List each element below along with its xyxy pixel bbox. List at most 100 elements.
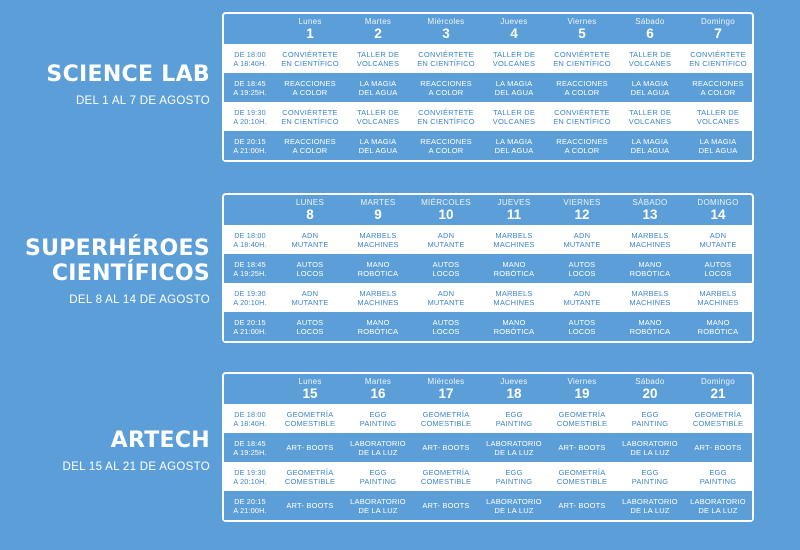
activity-cell: LABORATORIO DE LA LUZ <box>344 491 412 520</box>
corner-cell <box>224 195 276 225</box>
time-slot: DE 18:00 A 18:40H. <box>224 225 276 254</box>
corner-cell <box>224 374 276 404</box>
activity-cell: LA MAGIA DEL AGUA <box>480 73 548 102</box>
schedule-row: DE 20:15 A 21:00H. AUTOS LOCOS MANO ROBÓ… <box>224 312 752 341</box>
section-dates: DEL 15 AL 21 DE AGOSTO <box>62 461 210 473</box>
day-name: Jueves <box>500 17 528 26</box>
section-heading: SUPERHÉROES CIENTÍFICOS DEL 8 AL 14 DE A… <box>0 236 210 306</box>
corner-cell <box>224 14 276 44</box>
day-header: Sábado 20 <box>616 374 684 404</box>
activity-cell: MARBELS MACHINES <box>616 225 684 254</box>
day-date: 6 <box>646 26 654 41</box>
day-date: 4 <box>510 26 518 41</box>
section-title: SCIENCE LAB <box>46 62 210 87</box>
activity-cell: MANO ROBÓTICA <box>480 312 548 341</box>
activity-cell: GEOMETRÍA COMESTIBLE <box>548 462 616 491</box>
activity-cell: ART- BOOTS <box>412 491 480 520</box>
day-header: MARTES 9 <box>344 195 412 225</box>
activity-cell: MANO ROBÓTICA <box>344 312 412 341</box>
activity-cell: LA MAGIA DEL AGUA <box>684 131 752 160</box>
schedule-table: Lunes 15 Martes 16 Miércoles 17 Jueves 18 Vi… <box>222 372 754 522</box>
day-name: LUNES <box>295 198 325 207</box>
activity-cell: ADN MUTANTE <box>412 283 480 312</box>
day-header: Lunes 1 <box>276 14 344 44</box>
day-header: Miércoles 17 <box>412 374 480 404</box>
day-date: 7 <box>714 26 722 41</box>
day-header-row: Lunes 15 Martes 16 Miércoles 17 Jueves 18 Vi… <box>224 374 752 404</box>
activity-cell: MARBELS MACHINES <box>344 283 412 312</box>
activity-cell: GEOMETRÍA COMESTIBLE <box>276 462 344 491</box>
activity-cell: ADN MUTANTE <box>548 283 616 312</box>
day-date: 1 <box>306 26 314 41</box>
activity-cell: AUTOS LOCOS <box>684 254 752 283</box>
day-date: 13 <box>642 207 658 222</box>
activity-cell: REACCIONES A COLOR <box>684 73 752 102</box>
day-name: MARTES <box>360 198 396 207</box>
schedule-row: DE 20:15 A 21:00H. REACCIONES A COLOR LA… <box>224 131 752 160</box>
activity-cell: LABORATORIO DE LA LUZ <box>684 491 752 520</box>
day-header-row: Lunes 1 Martes 2 Miércoles 3 Jueves 4 Vierne… <box>224 14 752 44</box>
activity-cell: CONVIÉRTETE EN CIENTÍFICO <box>412 44 480 73</box>
day-name: Domingo <box>700 17 736 26</box>
day-date: 10 <box>438 207 454 222</box>
day-date: 9 <box>374 207 382 222</box>
activity-cell: MARBELS MACHINES <box>344 225 412 254</box>
activity-cell: CONVIÉRTETE EN CIENTÍFICO <box>548 44 616 73</box>
day-header-row: LUNES 8 MARTES 9 MIÉRCOLES 10 JUEVES 11 VIER… <box>224 195 752 225</box>
day-header: JUEVES 11 <box>480 195 548 225</box>
activity-cell: ART- BOOTS <box>412 433 480 462</box>
day-header: Lunes 15 <box>276 374 344 404</box>
day-name: VIERNES <box>563 198 601 207</box>
day-name: SÁBADO <box>632 198 668 207</box>
activity-cell: LABORATORIO DE LA LUZ <box>616 433 684 462</box>
section-dates: DEL 1 AL 7 DE AGOSTO <box>75 95 210 107</box>
activity-cell: MANO ROBÓTICA <box>616 254 684 283</box>
activity-cell: REACCIONES A COLOR <box>276 131 344 160</box>
activity-cell: REACCIONES A COLOR <box>548 131 616 160</box>
schedule-grid: Lunes 15 Martes 16 Miércoles 17 Jueves 18 Vi… <box>224 374 752 520</box>
time-slot: DE 19:30 A 20:10H. <box>224 102 276 131</box>
activity-cell: EGG PAINTING <box>480 404 548 433</box>
activity-cell: ART- BOOTS <box>276 491 344 520</box>
schedule-row: DE 19:30 A 20:10H. CONVIÉRTETE EN CIENTÍ… <box>224 102 752 131</box>
activity-cell: TALLER DE VOLCANES <box>480 102 548 131</box>
time-slot: DE 19:30 A 20:10H. <box>224 283 276 312</box>
activity-cell: ART- BOOTS <box>276 433 344 462</box>
activity-cell: GEOMETRÍA COMESTIBLE <box>412 462 480 491</box>
activity-cell: GEOMETRÍA COMESTIBLE <box>548 404 616 433</box>
activity-cell: EGG PAINTING <box>344 462 412 491</box>
time-slot: DE 18:45 A 19:25H. <box>224 73 276 102</box>
day-header: Viernes 19 <box>548 374 616 404</box>
schedule-grid: Lunes 1 Martes 2 Miércoles 3 Jueves 4 Vierne… <box>224 14 752 160</box>
time-slot: DE 20:15 A 21:00H. <box>224 312 276 341</box>
day-date: 14 <box>710 207 726 222</box>
activity-cell: GEOMETRÍA COMESTIBLE <box>276 404 344 433</box>
activity-cell: LA MAGIA DEL AGUA <box>616 73 684 102</box>
day-date: 16 <box>370 386 386 401</box>
day-date: 19 <box>574 386 590 401</box>
time-slot: DE 20:15 A 21:00H. <box>224 491 276 520</box>
day-header: LUNES 8 <box>276 195 344 225</box>
activity-cell: EGG PAINTING <box>480 462 548 491</box>
schedule-row: DE 18:00 A 18:40H. GEOMETRÍA COMESTIBLE … <box>224 404 752 433</box>
activity-cell: MANO ROBÓTICA <box>344 254 412 283</box>
day-date: 5 <box>578 26 586 41</box>
activity-cell: GEOMETRÍA COMESTIBLE <box>412 404 480 433</box>
activity-cell: REACCIONES A COLOR <box>276 73 344 102</box>
activity-cell: TALLER DE VOLCANES <box>344 44 412 73</box>
schedule-row: DE 18:00 A 18:40H. CONVIÉRTETE EN CIENTÍ… <box>224 44 752 73</box>
day-name: Miércoles <box>427 17 465 26</box>
activity-cell: MARBELS MACHINES <box>480 225 548 254</box>
activity-cell: AUTOS LOCOS <box>276 254 344 283</box>
activity-cell: AUTOS LOCOS <box>548 312 616 341</box>
activity-cell: AUTOS LOCOS <box>548 254 616 283</box>
activity-cell: ADN MUTANTE <box>548 225 616 254</box>
time-slot: DE 18:00 A 18:40H. <box>224 404 276 433</box>
day-name: Viernes <box>567 377 597 386</box>
schedule-row: DE 18:45 A 19:25H. REACCIONES A COLOR LA… <box>224 73 752 102</box>
activity-cell: EGG PAINTING <box>344 404 412 433</box>
activity-cell: ART- BOOTS <box>548 433 616 462</box>
activity-cell: TALLER DE VOLCANES <box>480 44 548 73</box>
activity-cell: MARBELS MACHINES <box>684 283 752 312</box>
schedule-row: DE 20:15 A 21:00H. ART- BOOTS LABORATORI… <box>224 491 752 520</box>
